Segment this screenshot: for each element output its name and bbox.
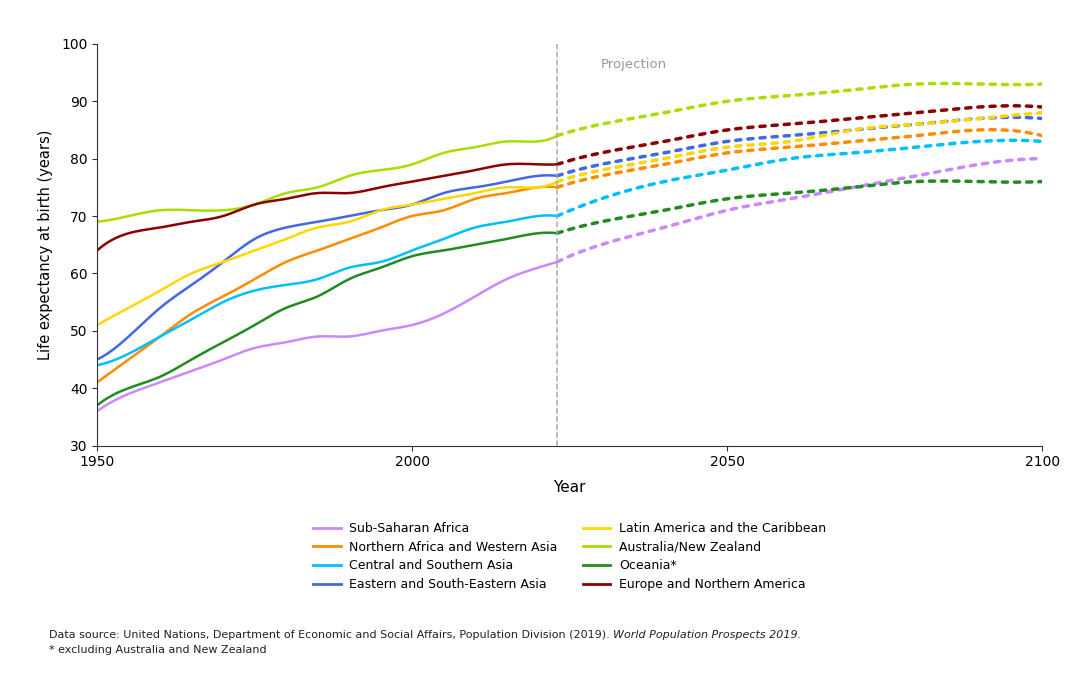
X-axis label: Year: Year [553, 481, 586, 495]
Legend: Sub-Saharan Africa, Northern Africa and Western Asia, Central and Southern Asia,: Sub-Saharan Africa, Northern Africa and … [313, 522, 826, 591]
Y-axis label: Life expectancy at birth (years): Life expectancy at birth (years) [38, 130, 53, 360]
Text: * excluding Australia and New Zealand: * excluding Australia and New Zealand [49, 645, 267, 655]
Text: Data source: United Nations, Department of Economic and Social Affairs, Populati: Data source: United Nations, Department … [49, 630, 612, 640]
Text: World Population Prospects 2019.: World Population Prospects 2019. [612, 630, 801, 640]
Text: Projection: Projection [602, 58, 667, 72]
